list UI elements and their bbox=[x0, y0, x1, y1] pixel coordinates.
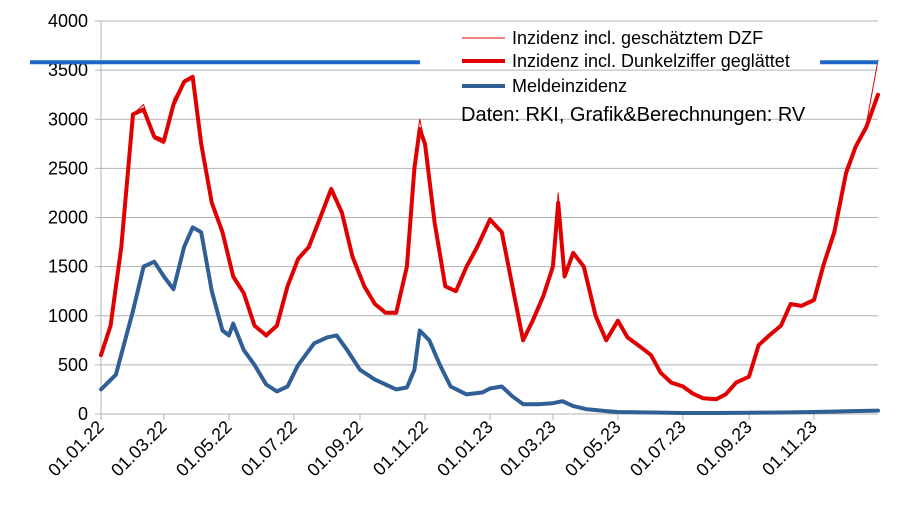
x-axis-ticks: 01.01.22 01.03.22 01.05.22 01.07.22 01.09.22… bbox=[44, 414, 821, 480]
x-tick-label-01.05.23: 01.05.23 bbox=[561, 417, 625, 481]
legend-label-dzf: Inzidenz incl. geschätztem DZF bbox=[512, 28, 763, 48]
x-tick-label-01.09.22: 01.09.22 bbox=[303, 417, 367, 481]
y-tick-label-2500: 2500 bbox=[48, 158, 88, 178]
y-tick-label-0: 0 bbox=[78, 404, 88, 424]
legend-label-smoothed: Inzidenz incl. Dunkelziffer geglättet bbox=[512, 51, 790, 71]
series-line-0 bbox=[100, 59, 879, 400]
source-annotation: Daten: RKI, Grafik&Berechnungen: RV bbox=[461, 104, 806, 126]
y-tick-label-3500: 3500 bbox=[48, 60, 88, 80]
legend: Inzidenz incl. geschätztem DZF Inzidenz … bbox=[462, 28, 790, 96]
y-tick-label-3000: 3000 bbox=[48, 109, 88, 129]
y-tick-label-1500: 1500 bbox=[48, 257, 88, 277]
y-tick-label-4000: 4000 bbox=[48, 11, 88, 31]
series-line-2 bbox=[99, 225, 880, 415]
x-tick-label-01.03.22: 01.03.22 bbox=[107, 417, 171, 481]
x-tick-label-01.01.22: 01.01.22 bbox=[44, 417, 108, 481]
x-tick-label-01.03.23: 01.03.23 bbox=[496, 417, 560, 481]
y-axis-ticks: 0 500 1000 1500 2000 2500 3000 3500 4000 bbox=[48, 11, 102, 424]
x-tick-label-01.07.22: 01.07.22 bbox=[237, 417, 301, 481]
y-tick-label-500: 500 bbox=[58, 355, 88, 375]
x-tick-label-01.11.23: 01.11.23 bbox=[758, 417, 821, 480]
x-tick-label-01.07.23: 01.07.23 bbox=[626, 417, 690, 481]
y-tick-label-2000: 2000 bbox=[48, 208, 88, 228]
legend-label-meldeinzidenz: Meldeinzidenz bbox=[512, 76, 627, 96]
y-tick-label-1000: 1000 bbox=[48, 306, 88, 326]
x-tick-label-01.11.22: 01.11.22 bbox=[369, 417, 432, 480]
data-series bbox=[99, 59, 880, 415]
x-tick-label-01.01.23: 01.01.23 bbox=[433, 417, 497, 481]
x-tick-label-01.09.23: 01.09.23 bbox=[692, 417, 756, 481]
x-tick-label-01.05.22: 01.05.22 bbox=[172, 417, 236, 481]
